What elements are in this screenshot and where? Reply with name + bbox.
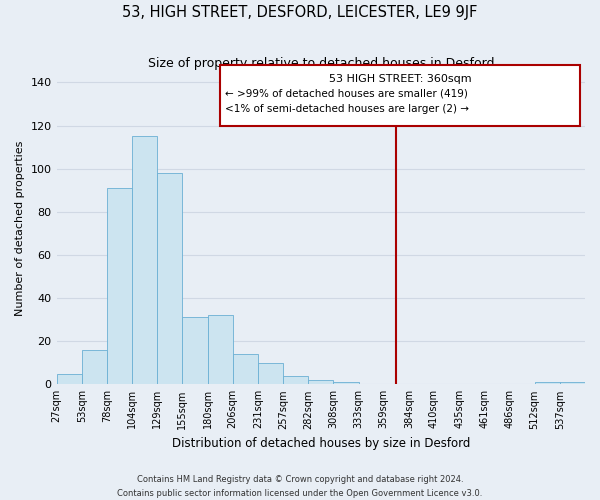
Bar <box>182 318 208 384</box>
Bar <box>283 376 308 384</box>
Bar <box>220 65 580 126</box>
Text: ← >99% of detached houses are smaller (419): ← >99% of detached houses are smaller (4… <box>225 89 468 99</box>
Bar <box>82 350 107 384</box>
Text: Contains HM Land Registry data © Crown copyright and database right 2024.
Contai: Contains HM Land Registry data © Crown c… <box>118 476 482 498</box>
Bar <box>258 362 283 384</box>
Bar <box>157 173 182 384</box>
Bar <box>560 382 585 384</box>
Bar <box>208 316 233 384</box>
Bar <box>308 380 334 384</box>
Bar <box>535 382 560 384</box>
Bar <box>132 136 157 384</box>
Title: Size of property relative to detached houses in Desford: Size of property relative to detached ho… <box>148 58 494 70</box>
Y-axis label: Number of detached properties: Number of detached properties <box>15 140 25 316</box>
Bar <box>233 354 258 384</box>
Bar <box>56 374 82 384</box>
Text: 53, HIGH STREET, DESFORD, LEICESTER, LE9 9JF: 53, HIGH STREET, DESFORD, LEICESTER, LE9… <box>122 5 478 20</box>
Bar <box>334 382 359 384</box>
Bar <box>107 188 132 384</box>
Text: <1% of semi-detached houses are larger (2) →: <1% of semi-detached houses are larger (… <box>225 104 469 114</box>
X-axis label: Distribution of detached houses by size in Desford: Distribution of detached houses by size … <box>172 437 470 450</box>
Text: 53 HIGH STREET: 360sqm: 53 HIGH STREET: 360sqm <box>329 74 472 84</box>
